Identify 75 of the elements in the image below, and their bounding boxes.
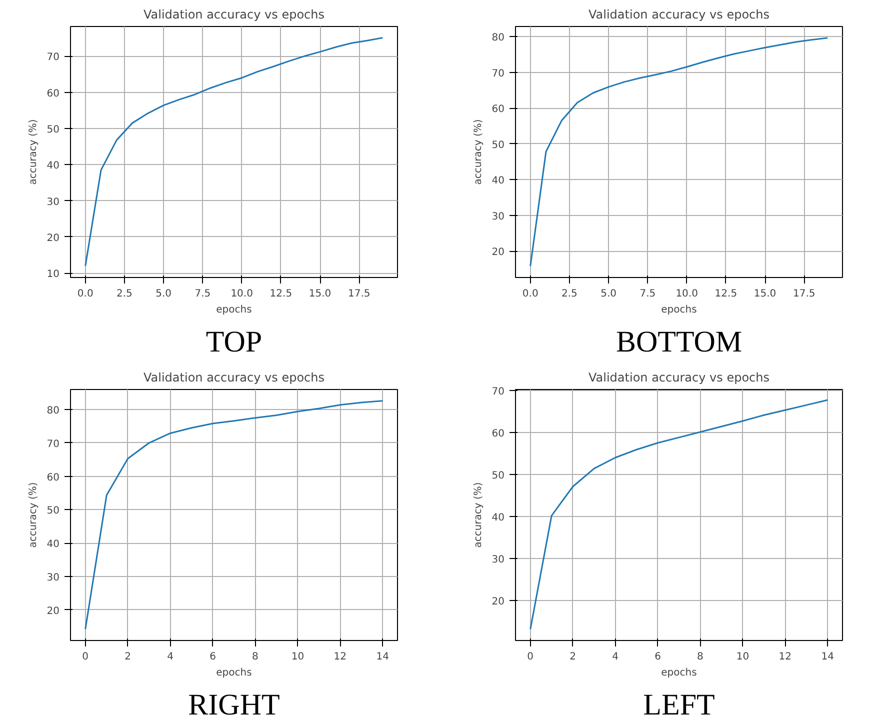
x-tick-label: 0 [527, 652, 534, 662]
y-axis-title: accuracy (%) [472, 119, 484, 185]
y-tick-label: 50 [492, 140, 505, 151]
text: BOTTOM [616, 326, 742, 358]
x-tick-label: 0.0 [522, 288, 538, 300]
x-tick-label: 8 [697, 652, 704, 662]
x-tick-label: 2 [124, 652, 132, 662]
y-tick-label: 20 [46, 232, 60, 244]
x-tick-label: 14 [821, 652, 834, 662]
x-tick-label: 6 [654, 652, 661, 662]
y-tick-label: 20 [46, 606, 60, 617]
y-tick-label: 70 [492, 68, 505, 80]
x-tick-label: 7.5 [640, 288, 656, 300]
y-tick-label: 40 [492, 176, 505, 187]
y-tick-label: 30 [46, 196, 60, 208]
y-tick-label: 70 [46, 438, 60, 450]
x-axis-title: epochs [661, 668, 697, 678]
y-axis-title: accuracy (%) [28, 482, 39, 548]
y-tick-label: 30 [46, 572, 60, 584]
x-tick-label: 5.0 [156, 288, 172, 300]
x-tick-label: 14 [376, 652, 390, 662]
text: LEFT [643, 688, 715, 722]
x-tick-label: 2.5 [116, 288, 132, 300]
x-tick-label: 7.5 [194, 288, 211, 300]
x-tick-label: 10 [736, 652, 750, 662]
x-tick-label: 2.5 [562, 288, 578, 300]
y-axis-title: accuracy (%) [28, 119, 39, 185]
text: RIGHT [188, 688, 280, 722]
y-tick-label: 80 [492, 32, 505, 44]
x-tick-label: 12.5 [714, 288, 738, 300]
x-tick-label: 5.0 [600, 288, 617, 300]
y-tick-label: 60 [46, 88, 60, 100]
y-tick-label: 30 [492, 211, 505, 222]
y-tick-label: 70 [46, 52, 60, 64]
y-tick-label: 60 [492, 104, 505, 116]
y-tick-label: 50 [492, 470, 505, 482]
chart-title: Validation accuracy vs epochs [588, 8, 770, 22]
x-tick-label: 4 [167, 652, 174, 662]
x-tick-label: 10.0 [676, 288, 698, 300]
x-tick-label: 2 [570, 652, 576, 662]
chart-title: Validation accuracy vs epochs [588, 370, 770, 384]
y-tick-label: 40 [46, 160, 60, 172]
y-tick-label: 50 [46, 506, 60, 517]
x-tick-label: 17.5 [793, 288, 816, 300]
y-tick-label: 50 [46, 124, 60, 136]
x-tick-label: 15.0 [754, 288, 776, 300]
x-tick-label: 15.0 [308, 288, 332, 300]
x-tick-label: 8 [252, 652, 258, 662]
x-tick-label: 4 [612, 652, 618, 662]
y-tick-label: 40 [46, 539, 60, 550]
chart-title: Validation accuracy vs epochs [144, 8, 325, 22]
x-axis-title: epochs [216, 668, 252, 678]
y-axis-title: accuracy (%) [472, 482, 484, 548]
x-tick-label: 17.5 [348, 288, 370, 300]
y-tick-label: 60 [492, 428, 505, 440]
y-tick-label: 80 [46, 406, 60, 417]
y-tick-label: 40 [492, 512, 505, 524]
x-tick-label: 12.5 [270, 288, 292, 300]
chart-title: Validation accuracy vs epochs [144, 370, 325, 384]
x-axis-title: epochs [661, 304, 697, 316]
x-tick-label: 10.0 [230, 288, 253, 300]
x-axis-title: epochs [216, 304, 252, 316]
y-tick-label: 20 [492, 596, 505, 608]
y-tick-label: 70 [492, 386, 505, 398]
x-tick-label: 12 [778, 652, 792, 662]
x-tick-label: 0.0 [77, 288, 94, 300]
x-tick-label: 12 [334, 652, 347, 662]
x-tick-label: 10 [291, 652, 304, 662]
y-tick-label: 10 [46, 269, 60, 280]
y-tick-label: 30 [492, 554, 505, 566]
x-tick-label: 0 [82, 652, 89, 662]
x-tick-label: 6 [210, 652, 216, 662]
y-tick-label: 60 [46, 472, 60, 484]
y-tick-label: 20 [492, 247, 505, 258]
text: TOP [206, 326, 262, 358]
